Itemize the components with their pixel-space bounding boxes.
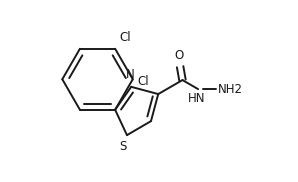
Text: Cl: Cl bbox=[137, 75, 149, 88]
Text: Cl: Cl bbox=[120, 31, 131, 44]
Text: S: S bbox=[119, 140, 126, 153]
Text: NH2: NH2 bbox=[218, 83, 243, 96]
Text: HN: HN bbox=[187, 92, 205, 105]
Text: N: N bbox=[126, 68, 135, 81]
Text: O: O bbox=[175, 49, 184, 62]
